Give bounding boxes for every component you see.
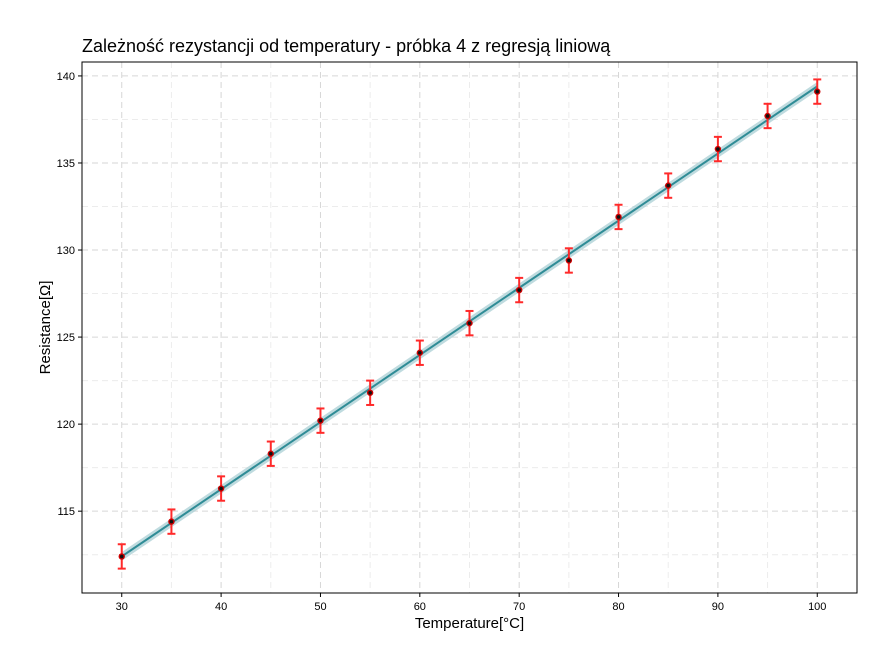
data-point <box>219 486 223 491</box>
y-tick-label: 135 <box>57 158 75 170</box>
x-tick-label: 90 <box>712 601 724 613</box>
y-axis-title: Resistance[Ω] <box>37 281 54 375</box>
data-point <box>318 418 323 423</box>
data-point <box>418 350 422 355</box>
y-axis-ticks: 115 120 125 130 135 140 <box>57 71 82 518</box>
data-point <box>169 519 174 524</box>
y-tick-label: 125 <box>57 332 75 344</box>
data-point <box>815 89 820 94</box>
data-point <box>616 215 621 219</box>
grid <box>82 62 857 593</box>
x-tick-label: 30 <box>116 601 128 613</box>
data-points <box>118 88 821 560</box>
data-point <box>368 390 372 395</box>
data-point <box>567 258 571 263</box>
data-point <box>765 114 770 118</box>
x-tick-label: 40 <box>215 601 227 613</box>
y-tick-label: 115 <box>57 506 75 518</box>
x-tick-label: 80 <box>612 601 624 613</box>
data-point <box>467 321 472 325</box>
plot-panel-border <box>81 61 858 594</box>
y-tick-label: 140 <box>57 71 75 83</box>
data-point <box>716 147 720 151</box>
x-tick-label: 70 <box>513 601 525 613</box>
chart-title: Zależność rezystancji od temperatury - p… <box>82 36 611 56</box>
y-tick-label: 120 <box>57 419 75 431</box>
x-tick-label: 50 <box>314 601 326 613</box>
x-axis-ticks: 30 40 50 60 70 80 90 100 <box>116 593 826 613</box>
y-tick-label: 130 <box>57 245 75 257</box>
x-axis-title: Temperature[°C] <box>415 615 524 632</box>
data-point <box>517 288 521 292</box>
x-tick-label: 100 <box>808 601 826 613</box>
data-point <box>119 554 124 559</box>
error-bars <box>117 78 822 570</box>
data-point <box>666 183 671 188</box>
x-tick-label: 60 <box>414 601 426 613</box>
data-point <box>268 451 273 456</box>
